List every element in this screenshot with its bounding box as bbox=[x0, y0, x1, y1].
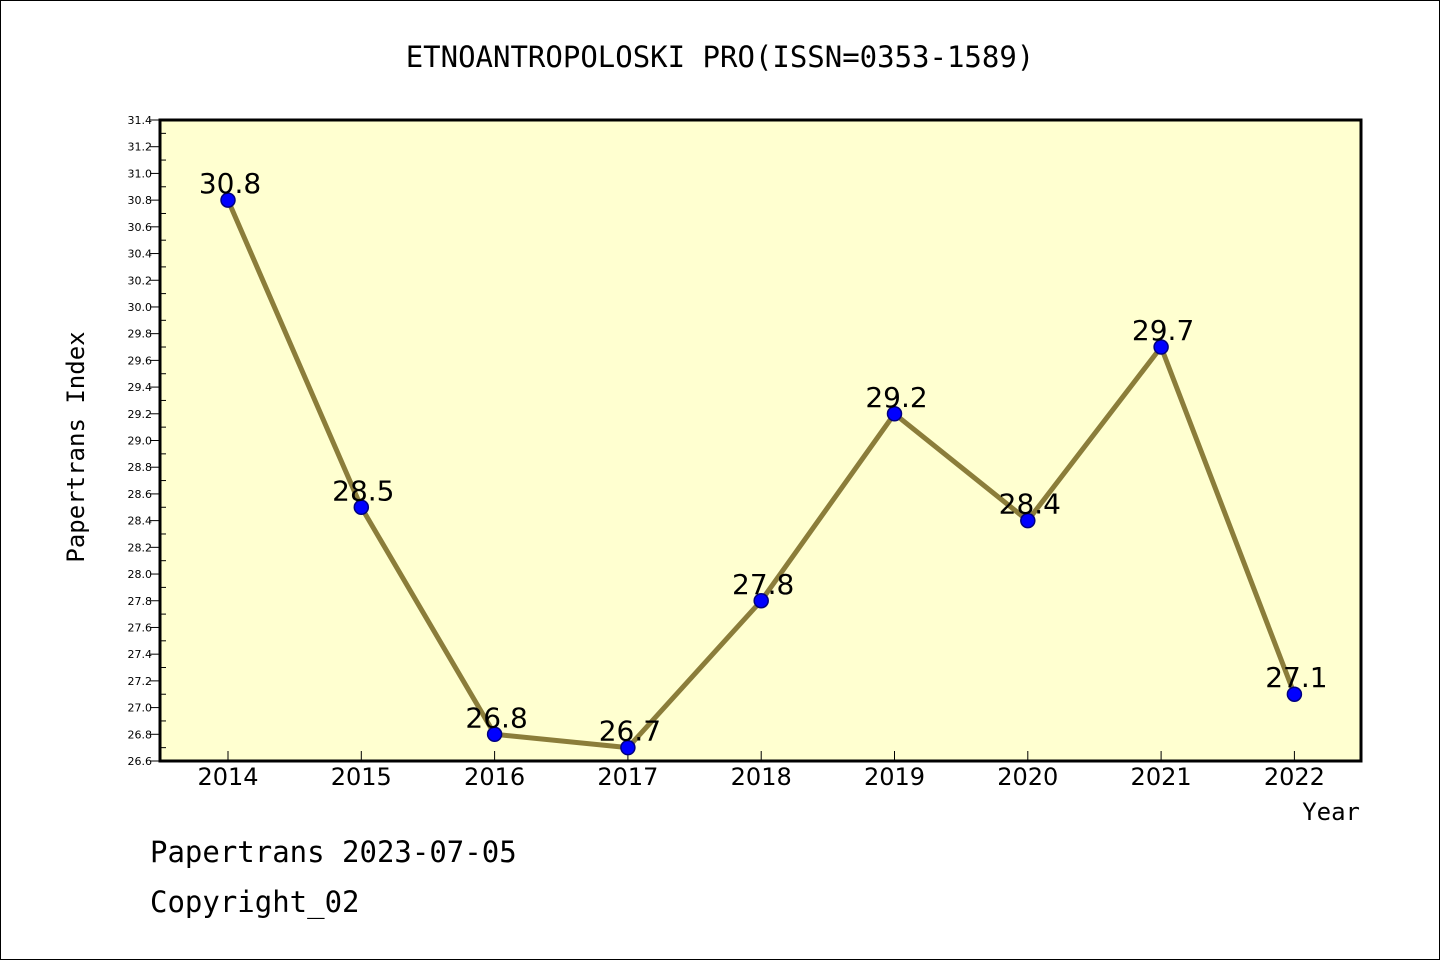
data-label: 27.8 bbox=[732, 568, 794, 601]
y-tick-label: 28.4 bbox=[128, 515, 153, 528]
y-axis: 26.6 26.8 27.0 27.2 27.4 27.6 27.8 28.0 28.2 28.4… bbox=[128, 114, 166, 768]
y-tick-label: 30.2 bbox=[128, 274, 153, 287]
x-tick-label: 2018 bbox=[731, 763, 792, 791]
y-tick-label: 30.6 bbox=[128, 221, 153, 234]
data-label: 26.8 bbox=[465, 701, 527, 734]
data-point bbox=[353, 499, 370, 516]
x-tick-label: 2015 bbox=[331, 763, 392, 791]
x-axis: 2014 2015 2016 2017 2018 2019 2020 2021 2022 bbox=[197, 751, 1325, 791]
data-label: 26.7 bbox=[599, 715, 661, 748]
y-tick-label: 27.6 bbox=[128, 621, 153, 634]
data-label: 27.1 bbox=[1265, 661, 1327, 694]
x-tick-label: 2017 bbox=[597, 763, 658, 791]
y-tick-label: 31.0 bbox=[128, 167, 153, 180]
data-point bbox=[1020, 512, 1036, 529]
x-tick-label: 2020 bbox=[997, 763, 1058, 791]
y-tick-label: 27.0 bbox=[128, 702, 153, 715]
data-point bbox=[753, 593, 769, 609]
y-tick-label: 28.2 bbox=[128, 541, 153, 554]
data-label: 28.5 bbox=[332, 474, 394, 507]
x-tick-label: 2019 bbox=[864, 763, 925, 791]
data-point-group bbox=[220, 192, 1303, 756]
y-tick-label: 31.4 bbox=[128, 114, 153, 127]
data-point bbox=[486, 726, 503, 743]
y-tick-label: 26.8 bbox=[128, 728, 153, 741]
data-label: 30.8 bbox=[199, 167, 261, 200]
x-axis-label: Year bbox=[1302, 798, 1360, 826]
y-axis-label: Papertrans Index bbox=[62, 331, 90, 562]
plot-border bbox=[158, 118, 1363, 763]
data-point bbox=[1153, 339, 1169, 355]
data-label: 29.7 bbox=[1132, 314, 1194, 347]
y-tick-label: 26.6 bbox=[128, 755, 153, 768]
data-label: 28.4 bbox=[999, 488, 1061, 521]
y-tick-label: 30.4 bbox=[128, 248, 153, 261]
y-tick-label: 27.2 bbox=[128, 675, 153, 688]
y-tick-label: 29.6 bbox=[128, 354, 153, 367]
data-point bbox=[886, 406, 903, 422]
footer-copyright: Copyright_02 bbox=[150, 885, 360, 919]
y-tick-label: 30.8 bbox=[128, 194, 153, 207]
x-tick-label: 2021 bbox=[1131, 763, 1192, 791]
data-point bbox=[220, 192, 236, 208]
y-tick-label: 27.8 bbox=[128, 595, 153, 608]
y-tick-label: 27.4 bbox=[128, 648, 153, 661]
footer-date-line: Papertrans 2023-07-05 bbox=[150, 835, 517, 869]
data-label: 29.2 bbox=[865, 381, 927, 414]
y-tick-label: 29.8 bbox=[128, 328, 153, 341]
data-point bbox=[1286, 686, 1303, 702]
data-label-group: 30.8 28.5 26.8 26.7 27.8 29.2 28.4 29.7 27.1 bbox=[199, 167, 1328, 748]
x-tick-label: 2022 bbox=[1264, 763, 1325, 791]
y-tick-label: 28.6 bbox=[128, 488, 153, 501]
y-tick-label: 28.8 bbox=[128, 461, 153, 474]
y-tick-label: 28.0 bbox=[128, 568, 153, 581]
plot-area bbox=[160, 120, 1361, 761]
y-tick-label: 29.4 bbox=[128, 381, 153, 394]
data-point bbox=[620, 739, 636, 756]
y-tick-label: 30.0 bbox=[128, 301, 153, 314]
y-tick-label: 29.2 bbox=[128, 408, 153, 421]
x-tick-label: 2016 bbox=[464, 763, 525, 791]
y-tick-label: 31.2 bbox=[128, 141, 153, 154]
y-tick-label: 29.0 bbox=[128, 435, 153, 448]
chart-title: ETNOANTROPOLOSKI PRO(ISSN=0353-1589) bbox=[406, 40, 1035, 74]
x-tick-label: 2014 bbox=[197, 763, 258, 791]
